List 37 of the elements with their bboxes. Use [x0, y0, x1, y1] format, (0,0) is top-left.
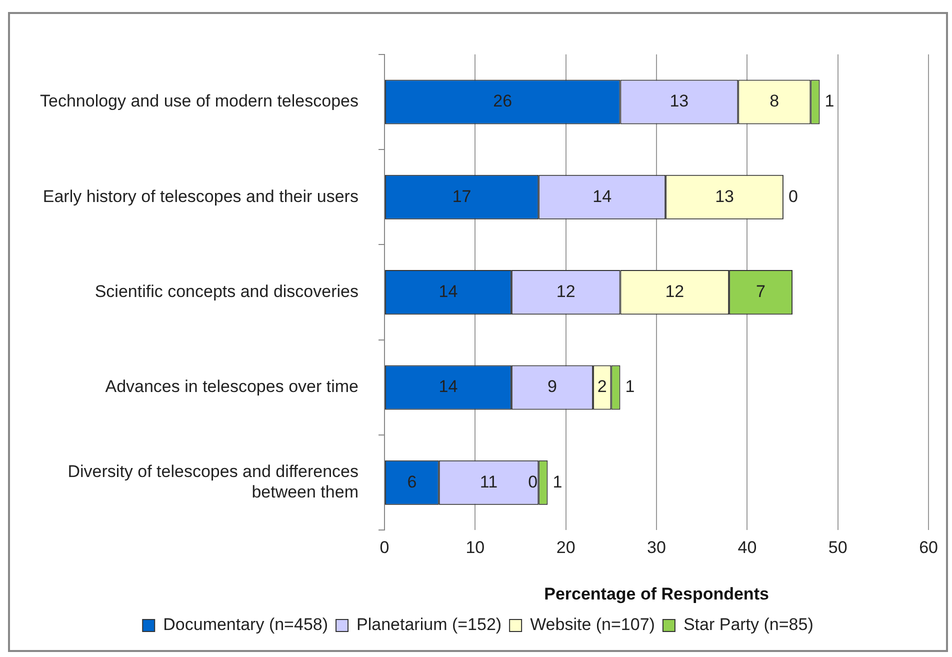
x-tick-label: 50	[828, 538, 848, 558]
y-tick-label: Technology and use of modern telescopes	[40, 92, 358, 111]
x-tick-label: 20	[556, 538, 576, 558]
data-label: 0	[788, 186, 798, 206]
x-axis-title: Percentage of Respondents	[544, 584, 769, 604]
data-label: 1	[824, 92, 834, 111]
data-label: 6	[407, 472, 417, 492]
data-label: 13	[715, 186, 734, 206]
data-label: 14	[438, 282, 458, 301]
y-tick-label: Diversity of telescopes and differences between them	[68, 462, 358, 502]
data-label: 1	[625, 377, 635, 396]
data-label: 26	[493, 92, 512, 111]
x-tick-label: 60	[919, 538, 938, 558]
x-tick-label: 10	[466, 538, 485, 558]
x-tick-label: 30	[647, 538, 666, 558]
data-label: 14	[592, 186, 612, 206]
data-label: 12	[556, 282, 576, 301]
data-label: 13	[670, 92, 689, 111]
y-tick-label: Advances in telescopes over time	[105, 377, 358, 396]
legend-label: Planetarium (=152)	[356, 615, 502, 634]
data-label: 9	[548, 377, 557, 396]
legend-label: Documentary (n=458)	[163, 615, 328, 634]
y-tick-label: Scientific concepts and discoveries	[94, 282, 358, 301]
data-label: 11	[480, 472, 498, 492]
data-label: 1	[552, 472, 562, 492]
data-label: 2	[597, 377, 607, 396]
legend-label: Star Party (n=85)	[683, 615, 814, 634]
data-label: 12	[665, 282, 684, 301]
x-tick-label: 0	[380, 538, 390, 558]
data-label: 17	[452, 186, 472, 206]
legend-label: Website (n=107)	[530, 615, 655, 634]
data-label: 0	[528, 472, 538, 492]
y-tick-label: Early history of telescopes and their users	[42, 186, 358, 206]
data-label: 7	[756, 282, 766, 301]
data-label: 8	[770, 92, 780, 111]
x-tick-label: 40	[738, 538, 757, 558]
data-label: 14	[438, 377, 458, 396]
